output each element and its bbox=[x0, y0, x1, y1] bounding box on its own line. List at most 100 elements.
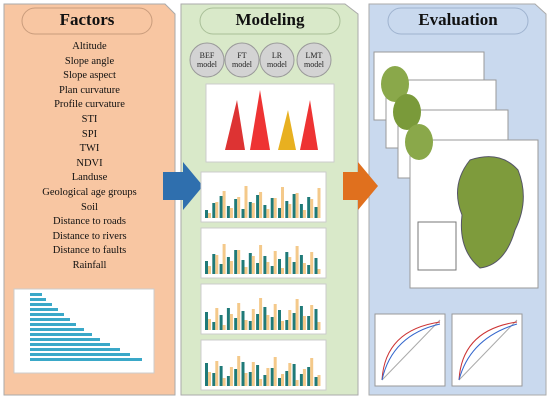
3d-peaks bbox=[225, 90, 318, 150]
thumbnail-bar bbox=[295, 246, 299, 274]
roc-plots bbox=[374, 313, 523, 387]
thumbnail-bar bbox=[237, 250, 241, 274]
thumbnail-bar bbox=[241, 260, 245, 274]
thumbnail-bar bbox=[288, 204, 292, 218]
thumbnail-bar bbox=[208, 213, 211, 218]
factor-item: STI bbox=[81, 114, 98, 125]
thumbnail-bar bbox=[259, 379, 263, 386]
factor-item: Altitude bbox=[72, 41, 107, 52]
thumbnail-bar bbox=[281, 187, 284, 218]
thumbnail-bar bbox=[310, 199, 314, 218]
panel-title: Evaluation bbox=[418, 10, 498, 29]
thumbnail-bar bbox=[205, 363, 208, 386]
thumbnail-bar bbox=[244, 373, 248, 386]
thumbnail-bar bbox=[219, 315, 223, 330]
thumbnail-bar bbox=[241, 362, 245, 386]
thumbnail-bar bbox=[205, 312, 208, 330]
thumbnail-bar bbox=[292, 262, 296, 274]
thumbnail-bar bbox=[212, 322, 216, 330]
thumbnail-bar bbox=[226, 376, 230, 386]
thumbnail-bar bbox=[256, 365, 260, 386]
thumbnail-bar bbox=[222, 325, 226, 330]
thumbnail-bar bbox=[208, 372, 211, 386]
thumbnail-bar bbox=[229, 367, 233, 386]
thumbnail-bar bbox=[259, 298, 263, 330]
factor-item: Distance to roads bbox=[53, 216, 126, 228]
thumbnail-bar bbox=[215, 361, 219, 386]
thumbnail-bar bbox=[295, 193, 299, 218]
thumbnail-bar bbox=[299, 306, 303, 330]
thumbnail-bar bbox=[270, 317, 274, 330]
thumbnail-bar bbox=[299, 255, 303, 274]
factor-item: Distance to rivers bbox=[52, 230, 127, 242]
thumbnail-bar bbox=[248, 202, 252, 218]
thumbnail-bar bbox=[288, 310, 292, 330]
arrow bbox=[163, 162, 203, 210]
factor-item: Landuse bbox=[71, 172, 108, 184]
thumbnail-bar bbox=[295, 299, 299, 330]
thumbnail-bar bbox=[244, 320, 248, 330]
thumbnail-bar bbox=[259, 245, 263, 274]
thumbnail-bar bbox=[310, 358, 314, 386]
thumbnail-bar bbox=[307, 265, 311, 274]
thumbnail-bar bbox=[302, 316, 306, 330]
thumbnail-bar bbox=[256, 263, 260, 274]
thumbnail-bar bbox=[266, 209, 270, 218]
thumbnail-bar bbox=[314, 258, 318, 274]
thumbnail-bar bbox=[302, 369, 306, 386]
thumbnail-bar bbox=[226, 206, 230, 218]
thumbnail-bar bbox=[256, 195, 260, 218]
panel-title: Modeling bbox=[235, 10, 305, 29]
thumbnail-bar bbox=[314, 377, 318, 386]
thumbnail-bar bbox=[237, 303, 241, 330]
thumbnail-bar bbox=[251, 362, 255, 386]
thumbnail-bar bbox=[219, 366, 223, 386]
thumbnail-bar bbox=[205, 261, 208, 274]
thumbnail-bar bbox=[310, 252, 314, 274]
arrow bbox=[343, 162, 378, 210]
thumbnail-bar bbox=[215, 255, 219, 274]
factor-item: Plan curvature bbox=[59, 84, 120, 96]
thumbnail-bar bbox=[251, 256, 255, 274]
thumbnail-bar bbox=[248, 253, 252, 274]
thumbnail-bar bbox=[302, 210, 306, 218]
thumbnail-bar bbox=[263, 375, 267, 386]
thumbnail-bar bbox=[226, 257, 230, 274]
thumbnail-bar bbox=[278, 378, 281, 386]
thumbnail-bar bbox=[234, 250, 238, 274]
thumbnail-bar bbox=[288, 257, 292, 274]
thumbnail-bar bbox=[234, 318, 238, 330]
factor-item: Slope aspect bbox=[63, 70, 116, 82]
thumbnail-bar bbox=[234, 369, 238, 386]
thumbnail-bar bbox=[270, 266, 274, 274]
thumbnail-bar bbox=[215, 308, 219, 330]
thumbnail-bar bbox=[229, 261, 233, 274]
thumbnail-bar bbox=[244, 186, 248, 218]
thumbnail-bar bbox=[237, 197, 241, 218]
thumbnail-bar bbox=[299, 374, 303, 386]
thumbnail-bar bbox=[229, 314, 233, 330]
thumbnail-bar bbox=[278, 259, 281, 274]
factor-item: Slope angle bbox=[64, 55, 115, 67]
thumbnail-bar bbox=[263, 256, 267, 274]
title-pill bbox=[199, 7, 341, 35]
thumbnail-bar bbox=[266, 368, 270, 386]
model-label: LR model bbox=[267, 51, 287, 69]
panel-title: Factors bbox=[59, 10, 115, 29]
thumbnail-bar bbox=[266, 315, 270, 330]
thumbnail-bar bbox=[219, 196, 223, 218]
thumbnail-bar bbox=[317, 269, 321, 274]
factor-item: TWI bbox=[79, 143, 100, 155]
thumbnail-bar bbox=[314, 207, 318, 218]
thumbnail-bar bbox=[234, 199, 238, 218]
thumbnail-bar bbox=[317, 188, 321, 218]
importance-bars bbox=[30, 293, 142, 361]
3d-chart bbox=[205, 83, 335, 163]
thumbnail-bar bbox=[248, 321, 252, 330]
factor-item: Distance to faults bbox=[52, 245, 127, 257]
factor-item: Geological age groups bbox=[42, 187, 137, 198]
thumbnail-bar bbox=[278, 208, 281, 218]
title-pill bbox=[21, 7, 153, 35]
thumbnail-bar bbox=[273, 304, 277, 330]
